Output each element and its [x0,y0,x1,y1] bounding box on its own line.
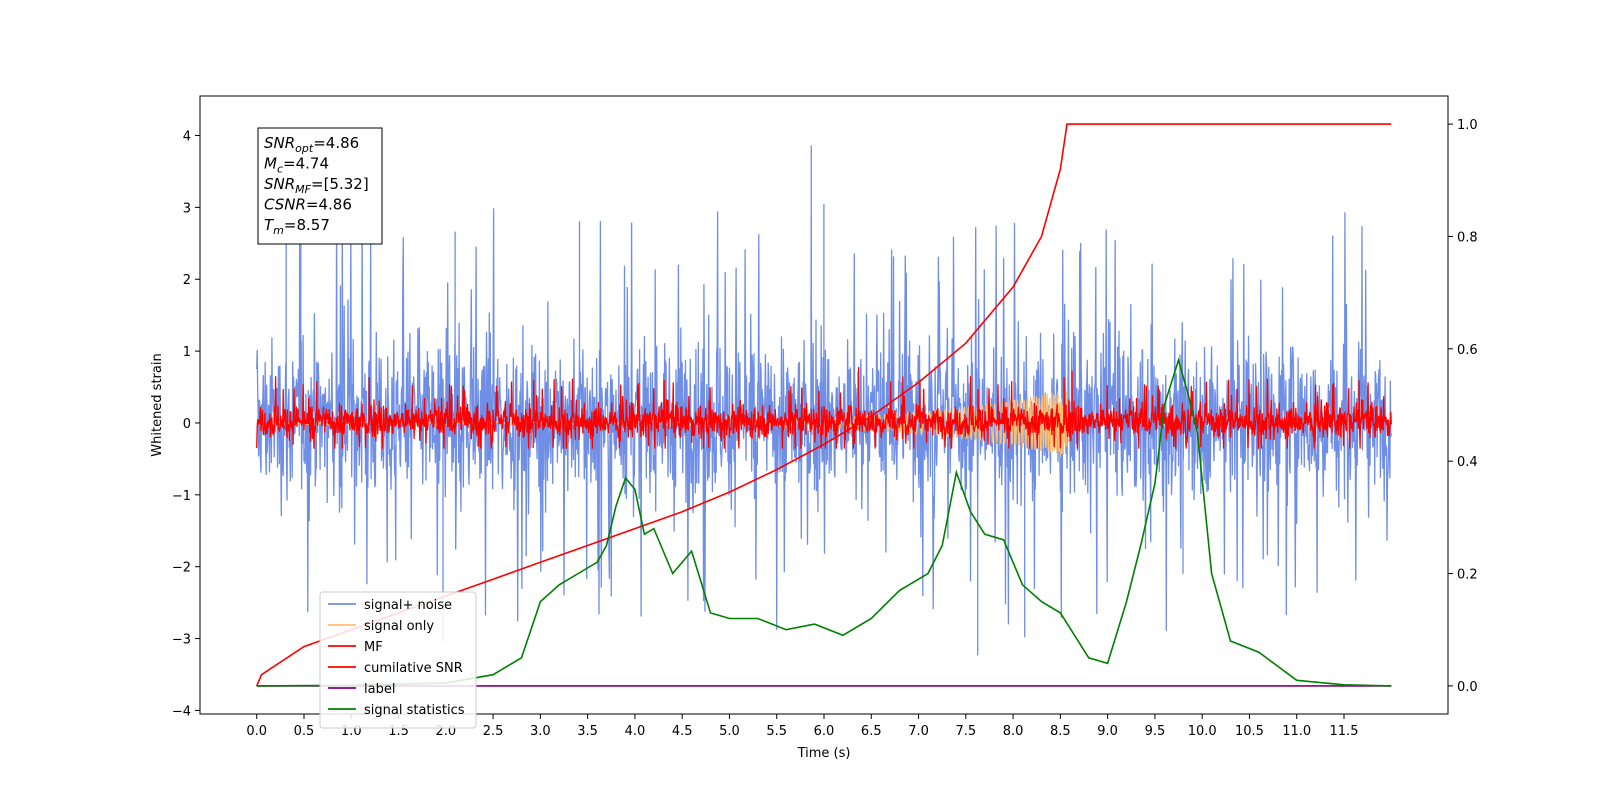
annotation-symbol: SNR [264,175,295,193]
legend-frame [319,591,477,729]
x-tick-label-10: 5.0 [719,724,740,739]
series-mf-line [256,376,1392,449]
legend-label-3: cumilative SNR [364,661,463,676]
y-left-tick-label-4: 0 [183,417,191,432]
y-left-tick-label-3: 1 [183,345,191,360]
annotation-value: =4.86 [306,196,352,214]
series-signal-noise-spikes [285,137,1184,656]
x-tick-label-11: 5.5 [766,724,787,739]
annotation-line-0: SNRopt=4.86 [264,134,359,155]
x-axis-label: Time (s) [797,746,851,761]
annotation-value: =4.74 [283,155,329,173]
x-tick-label-16: 8.0 [1003,724,1024,739]
x-tick-label-0: 0.0 [246,724,267,739]
y-right-tick-label-5: 0.0 [1457,680,1478,695]
annotation-line-2: SNRMF=[5.32] [264,175,369,196]
x-tick-label-19: 9.5 [1145,724,1166,739]
y-left-tick-label-6: −2 [172,561,191,576]
x-tick-label-23: 11.5 [1330,724,1359,739]
x-axis: 0.0 0.5 1.0 1.5 2.0 2.5 3.0 3.5 4.0 4.5 5.0 5.5 6.0 6… [246,714,1358,739]
y-right-tick-label-2: 0.6 [1457,343,1478,358]
annotation-value: =[5.32] [311,175,369,193]
x-tick-label-6: 3.0 [530,724,551,739]
annotation-symbol: CSNR [264,196,306,214]
y-right-tick-label-1: 0.8 [1457,230,1478,245]
annotation-symbol: T [264,216,275,234]
y-axis-left: 4 3 2 1 0 −1 −2 −3 −4 [172,130,200,719]
annotation-line-4: Tm=8.57 [264,216,330,237]
stats-annotation-box: SNRopt=4.86Mc=4.74SNRMF=[5.32]CSNR=4.86T… [257,127,383,245]
y-left-tick-label-7: −3 [172,633,191,648]
x-tick-label-5: 2.5 [483,724,504,739]
x-tick-label-14: 7.0 [908,724,929,739]
legend-label-2: MF [364,640,383,655]
legend-label-5: signal statistics [364,703,465,718]
x-tick-label-18: 9.0 [1097,724,1118,739]
x-tick-label-12: 6.0 [814,724,835,739]
x-tick-label-8: 4.0 [625,724,646,739]
y-axis-label: Whitened strain [150,353,165,456]
x-tick-label-20: 10.0 [1188,724,1217,739]
annotation-symbol: SNR [264,134,295,152]
legend-label-0: signal+ noise [364,598,452,613]
y-axis-right: 1.0 0.8 0.6 0.4 0.2 0.0 [1448,118,1478,695]
annotation-subscript: MF [295,183,311,196]
annotation-subscript: c [277,163,283,176]
y-left-tick-label-2: 2 [183,273,191,288]
series-mf-group [256,367,1392,449]
y-left-tick-label-5: −1 [172,489,191,504]
x-tick-label-13: 6.5 [861,724,882,739]
x-tick-label-22: 11.0 [1282,724,1311,739]
annotation-symbol: M [264,155,277,173]
annotation-line-1: Mc=4.74 [264,155,329,176]
x-tick-label-9: 4.5 [672,724,693,739]
x-tick-label-7: 3.5 [577,724,598,739]
y-right-tick-label-4: 0.2 [1457,568,1478,583]
legend-label-4: label [364,682,395,697]
legend-label-1: signal only [364,619,434,634]
annotation-subscript: opt [295,142,314,155]
x-tick-label-15: 7.5 [955,724,976,739]
y-left-tick-label-0: 4 [183,130,191,145]
x-tick-label-21: 10.5 [1235,724,1264,739]
y-left-tick-label-8: −4 [172,704,191,719]
annotation-frame [257,127,383,245]
annotation-line-3: CSNR=4.86 [264,196,352,214]
annotation-value: =8.57 [284,216,330,234]
x-tick-label-1: 0.5 [294,724,315,739]
annotation-value: =4.86 [313,134,359,152]
legend: signal+ noise signal only MF cumilative SNR… [319,591,477,729]
y-left-tick-label-1: 3 [183,201,191,216]
annotation-subscript: m [273,224,284,237]
y-right-tick-label-0: 1.0 [1457,118,1478,133]
series-signal-statistics-line [256,357,1392,687]
x-tick-label-17: 8.5 [1050,724,1071,739]
series-mf-spikes [309,367,1073,448]
y-right-tick-label-3: 0.4 [1457,455,1478,470]
